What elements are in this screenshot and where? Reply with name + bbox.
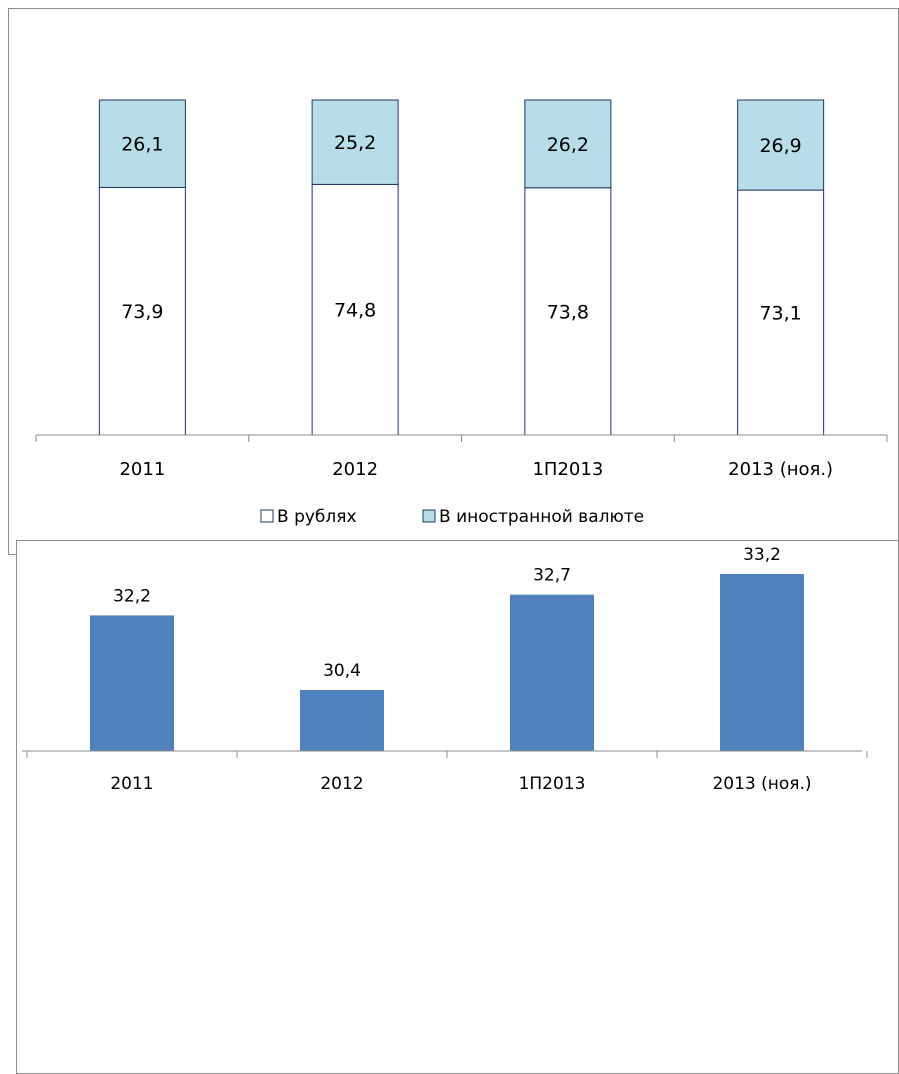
data-label: 32,2 xyxy=(113,586,151,606)
data-label: 26,2 xyxy=(547,134,589,156)
data-label: 26,1 xyxy=(121,134,163,156)
bar xyxy=(510,594,594,751)
chart2-frame: 32,2 30,4 32,7 33,2 2011 2012 1П2013 2013 (ноя… xyxy=(16,540,899,1074)
bar-rub xyxy=(98,186,186,436)
x-tick-label: 2012 xyxy=(332,459,378,480)
x-tick-label: 2011 xyxy=(110,774,153,794)
data-label: 74,8 xyxy=(334,300,376,322)
x-tick-label: 1П2013 xyxy=(532,459,603,480)
data-label: 26,9 xyxy=(759,135,801,157)
data-label: 33,2 xyxy=(743,545,781,565)
x-tick-label: 1П2013 xyxy=(519,774,586,794)
data-label: 73,9 xyxy=(121,301,163,323)
bar xyxy=(90,615,174,751)
data-label: 25,2 xyxy=(334,132,376,154)
bar-foreign xyxy=(311,99,399,185)
x-tick-label: 2012 xyxy=(320,774,363,794)
bar-foreign xyxy=(737,99,825,191)
legend-label: В иностранной валюте xyxy=(439,507,644,527)
bar-chart: 32,2 30,4 32,7 33,2 2011 2012 1П2013 2013 (ноя… xyxy=(22,545,868,794)
chart2-plot: 32,2 30,4 32,7 33,2 2011 2012 1П2013 2013 (ноя… xyxy=(22,545,868,794)
bar xyxy=(300,689,384,751)
x-tick-label: 2013 (ноя.) xyxy=(728,459,833,480)
data-label: 30,4 xyxy=(323,661,361,681)
legend-swatch xyxy=(422,509,436,523)
bar-rub xyxy=(524,187,612,436)
legend-swatch xyxy=(260,509,274,523)
x-tick-label: 2011 xyxy=(119,459,165,480)
data-label: 32,7 xyxy=(533,566,571,586)
bar-foreign xyxy=(98,99,186,188)
data-label: 73,8 xyxy=(547,301,589,323)
x-tick-label: 2013 (ноя.) xyxy=(712,774,811,794)
bar xyxy=(720,574,804,751)
data-label: 73,1 xyxy=(759,303,801,325)
legend-label: В рублях xyxy=(277,507,357,527)
bar-foreign xyxy=(524,99,612,189)
stacked-bar-chart: 73,9 26,1 74,8 25,2 73,8 26,2 73,1 26,9 2011 201… xyxy=(35,99,888,527)
chart1-frame: 73,9 26,1 74,8 25,2 73,8 26,2 73,1 26,9 2011 201… xyxy=(8,8,899,555)
